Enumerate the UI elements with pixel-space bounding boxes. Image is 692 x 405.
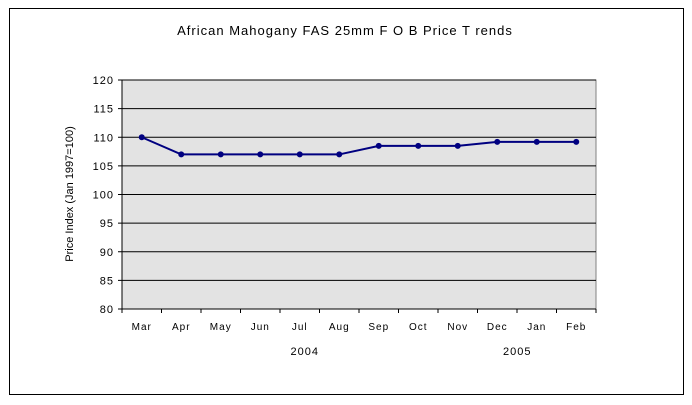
chart-title: African Mahogany FAS 25mm F O B Price T …	[177, 23, 513, 38]
x-tick-label: Aug	[329, 322, 350, 333]
x-tick-label: Oct	[409, 322, 428, 333]
data-point	[533, 138, 540, 145]
x-tick-label: Dec	[487, 322, 508, 333]
y-tick-label: 90	[100, 247, 114, 259]
x-tick-label: Jan	[527, 322, 546, 333]
year-label: 2005	[503, 346, 531, 358]
data-point	[217, 151, 224, 158]
x-tick-label: Nov	[447, 322, 468, 333]
y-axis-label: Price Index (Jan 1997=100)	[64, 126, 76, 261]
data-point	[573, 138, 580, 145]
y-tick-label: 115	[93, 104, 114, 116]
x-tick-label: Jun	[251, 322, 270, 333]
y-tick-label: 105	[93, 161, 114, 173]
chart-frame	[9, 8, 684, 395]
data-point	[494, 138, 501, 145]
y-tick-label: 80	[100, 304, 114, 316]
data-point	[178, 151, 185, 158]
series-line	[141, 136, 577, 156]
y-tick-label: 100	[93, 190, 114, 202]
y-tick-label: 95	[100, 218, 114, 230]
data-point	[415, 142, 422, 149]
x-tick-label: Apr	[172, 322, 191, 333]
x-tick-label: Jul	[292, 322, 308, 333]
data-point	[296, 151, 303, 158]
data-point	[336, 151, 343, 158]
data-point	[257, 151, 264, 158]
x-tick-label: Feb	[566, 322, 586, 333]
data-point	[454, 142, 461, 149]
y-tick-label: 110	[93, 132, 114, 144]
data-point	[375, 142, 382, 149]
x-tick-label: May	[210, 322, 232, 333]
x-tick-label: Mar	[132, 322, 152, 333]
x-tick-label: Sep	[368, 322, 389, 333]
y-tick-label: 85	[100, 275, 114, 287]
year-label: 2004	[291, 346, 319, 358]
y-tick-label: 120	[93, 75, 114, 87]
data-point	[138, 134, 145, 141]
